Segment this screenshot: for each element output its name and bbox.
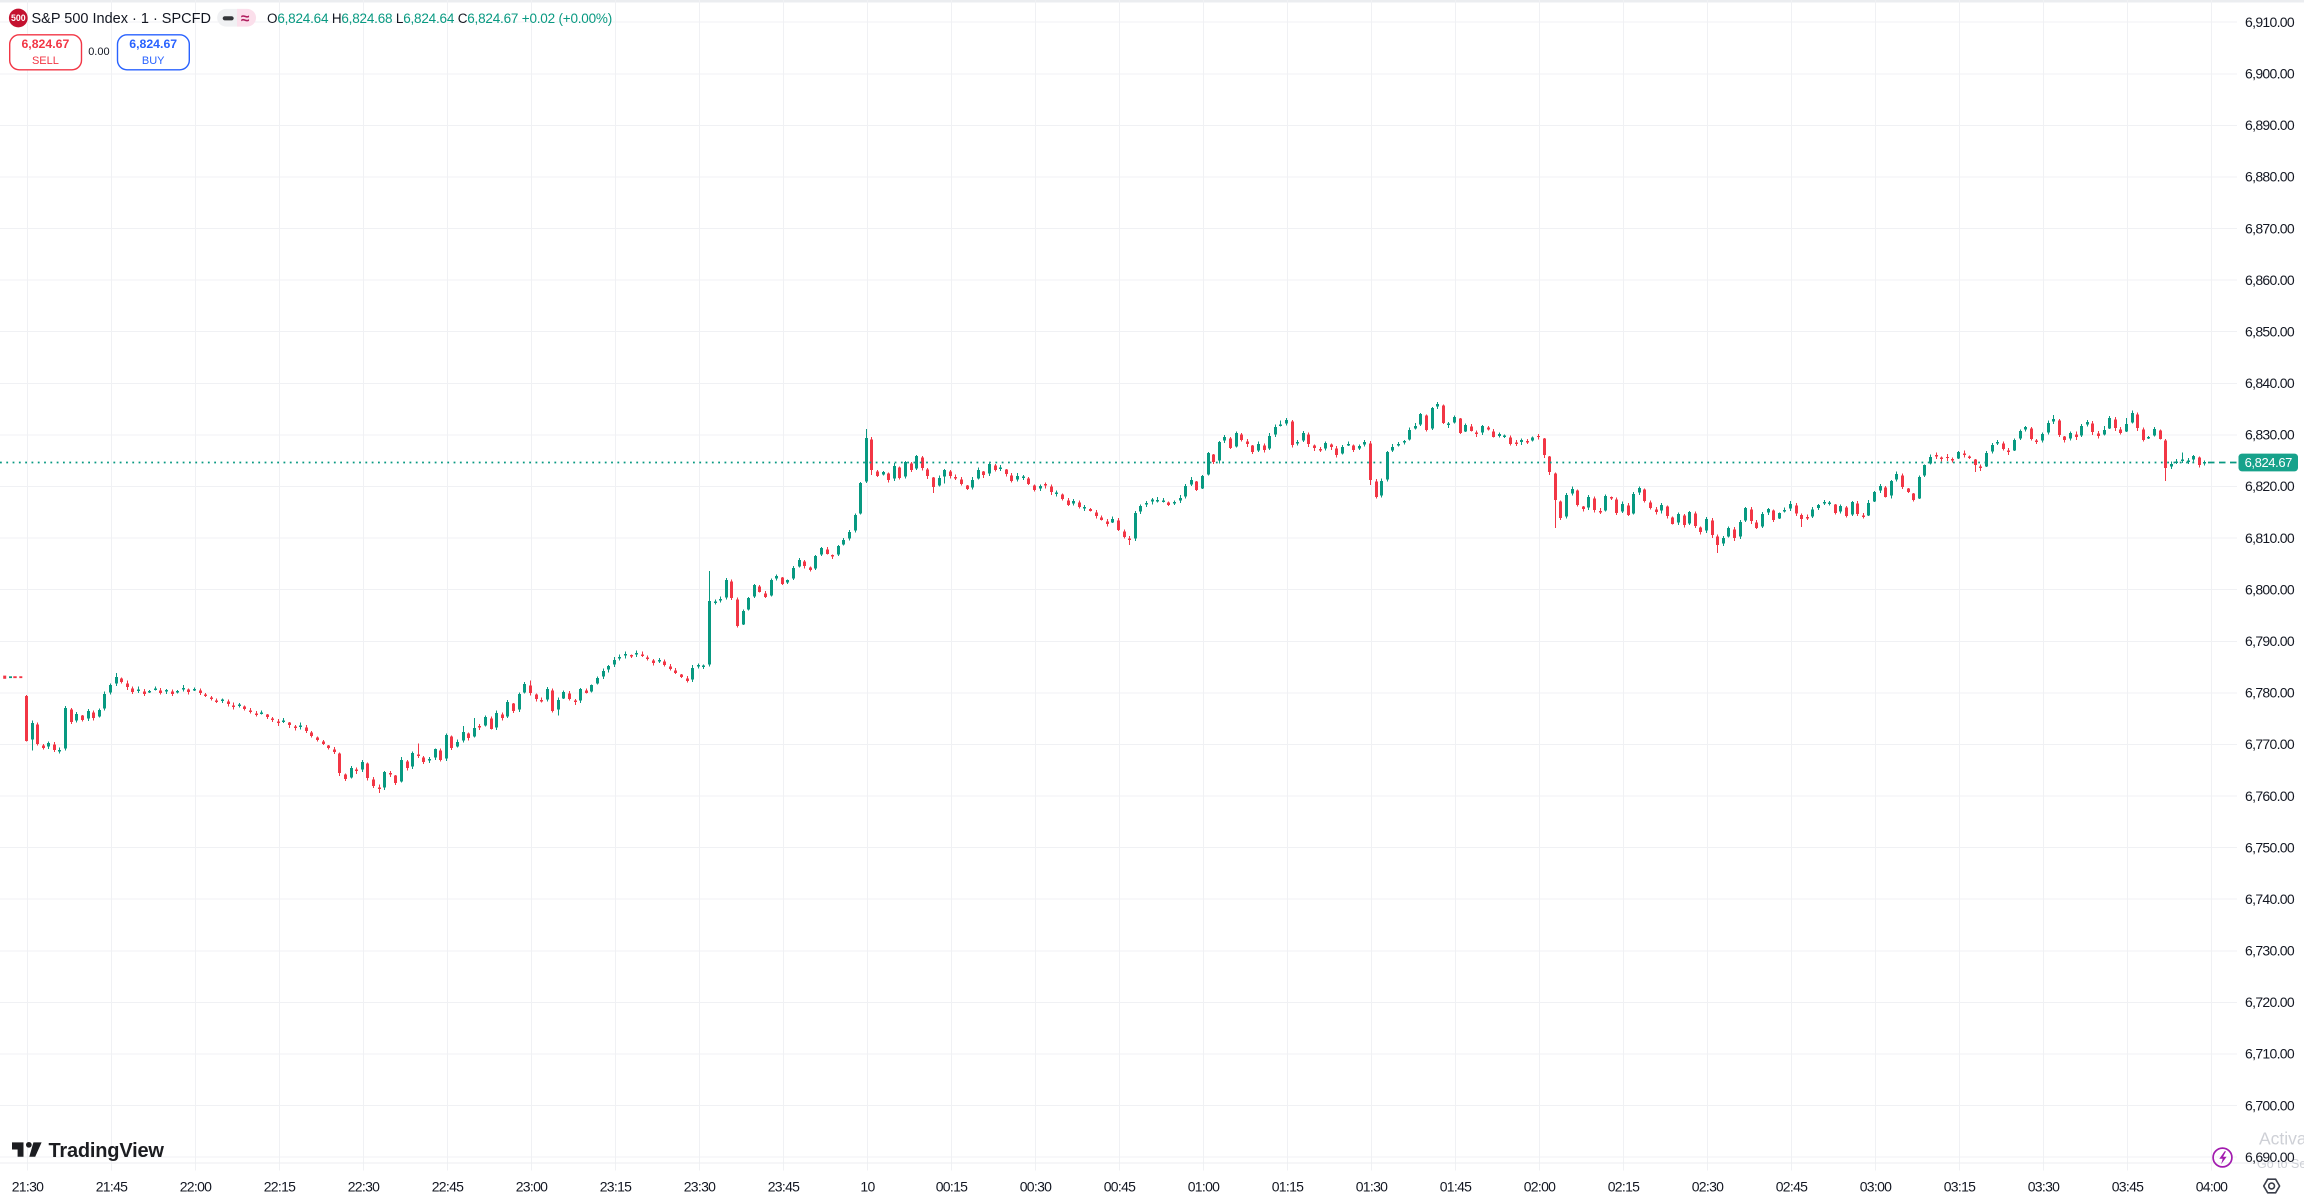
svg-text:01:15: 01:15 [1272, 1179, 1304, 1195]
svg-text:6,720.00: 6,720.00 [2245, 994, 2295, 1010]
svg-text:21:30: 21:30 [12, 1179, 44, 1195]
svg-text:6,900.00: 6,900.00 [2245, 66, 2295, 82]
svg-text:02:15: 02:15 [1608, 1179, 1640, 1195]
svg-text:23:30: 23:30 [684, 1179, 716, 1195]
svg-text:6,910.00: 6,910.00 [2245, 14, 2295, 30]
svg-text:6,850.00: 6,850.00 [2245, 323, 2295, 339]
svg-text:6,740.00: 6,740.00 [2245, 891, 2295, 907]
svg-text:6,810.00: 6,810.00 [2245, 530, 2295, 546]
svg-text:22:30: 22:30 [348, 1179, 380, 1195]
svg-text:6,820.00: 6,820.00 [2245, 478, 2295, 494]
svg-text:6,830.00: 6,830.00 [2245, 427, 2295, 443]
svg-text:TradingView: TradingView [49, 1140, 165, 1162]
svg-text:03:30: 03:30 [2028, 1179, 2060, 1195]
svg-text:01:00: 01:00 [1188, 1179, 1220, 1195]
svg-text:00:15: 00:15 [936, 1179, 968, 1195]
svg-text:6,824.67: 6,824.67 [2245, 455, 2293, 470]
svg-text:6,824.67: 6,824.67 [129, 37, 177, 51]
svg-text:10: 10 [860, 1179, 875, 1195]
svg-text:02:00: 02:00 [1524, 1179, 1556, 1195]
svg-text:6,890.00: 6,890.00 [2245, 117, 2295, 133]
svg-text:6,750.00: 6,750.00 [2245, 839, 2295, 855]
svg-text:6,770.00: 6,770.00 [2245, 736, 2295, 752]
svg-text:6,780.00: 6,780.00 [2245, 685, 2295, 701]
svg-text:21:45: 21:45 [96, 1179, 128, 1195]
svg-text:6,790.00: 6,790.00 [2245, 633, 2295, 649]
svg-text:O6,824.64 H6,824.68 L6,824.64: O6,824.64 H6,824.68 L6,824.64 C6,824.67 … [267, 11, 612, 26]
svg-text:6,760.00: 6,760.00 [2245, 788, 2295, 804]
svg-text:03:00: 03:00 [1860, 1179, 1892, 1195]
svg-text:Activate Windows: Activate Windows [2259, 1129, 2304, 1149]
svg-text:23:00: 23:00 [516, 1179, 548, 1195]
svg-text:6,700.00: 6,700.00 [2245, 1097, 2295, 1113]
svg-text:S&P 500 Index · 1 · SPCFD: S&P 500 Index · 1 · SPCFD [32, 11, 211, 27]
svg-text:03:45: 03:45 [2112, 1179, 2144, 1195]
svg-text:02:45: 02:45 [1776, 1179, 1808, 1195]
svg-text:Go to Settings to activate Win: Go to Settings to activate Windows [2257, 1157, 2304, 1171]
svg-text:0.00: 0.00 [88, 46, 109, 58]
svg-text:22:45: 22:45 [432, 1179, 464, 1195]
svg-text:02:30: 02:30 [1692, 1179, 1724, 1195]
svg-text:00:45: 00:45 [1104, 1179, 1136, 1195]
svg-text:6,800.00: 6,800.00 [2245, 581, 2295, 597]
svg-text:22:00: 22:00 [180, 1179, 212, 1195]
svg-text:6,880.00: 6,880.00 [2245, 169, 2295, 185]
svg-text:SELL: SELL [32, 55, 59, 67]
svg-text:00:30: 00:30 [1020, 1179, 1052, 1195]
svg-text:6,840.00: 6,840.00 [2245, 375, 2295, 391]
svg-text:500: 500 [11, 13, 26, 23]
svg-text:≈: ≈ [241, 10, 250, 27]
svg-text:04:00: 04:00 [2196, 1179, 2228, 1195]
svg-text:6,824.67: 6,824.67 [21, 37, 69, 51]
svg-text:23:45: 23:45 [768, 1179, 800, 1195]
svg-text:01:45: 01:45 [1440, 1179, 1472, 1195]
svg-text:6,860.00: 6,860.00 [2245, 272, 2295, 288]
svg-text:6,690.00: 6,690.00 [2245, 1149, 2295, 1165]
svg-text:6,730.00: 6,730.00 [2245, 943, 2295, 959]
svg-text:22:15: 22:15 [264, 1179, 296, 1195]
svg-text:6,710.00: 6,710.00 [2245, 1046, 2295, 1062]
svg-text:23:15: 23:15 [600, 1179, 632, 1195]
svg-text:6,870.00: 6,870.00 [2245, 220, 2295, 236]
svg-text:03:15: 03:15 [1944, 1179, 1976, 1195]
svg-text:01:30: 01:30 [1356, 1179, 1388, 1195]
svg-text:BUY: BUY [142, 55, 165, 67]
